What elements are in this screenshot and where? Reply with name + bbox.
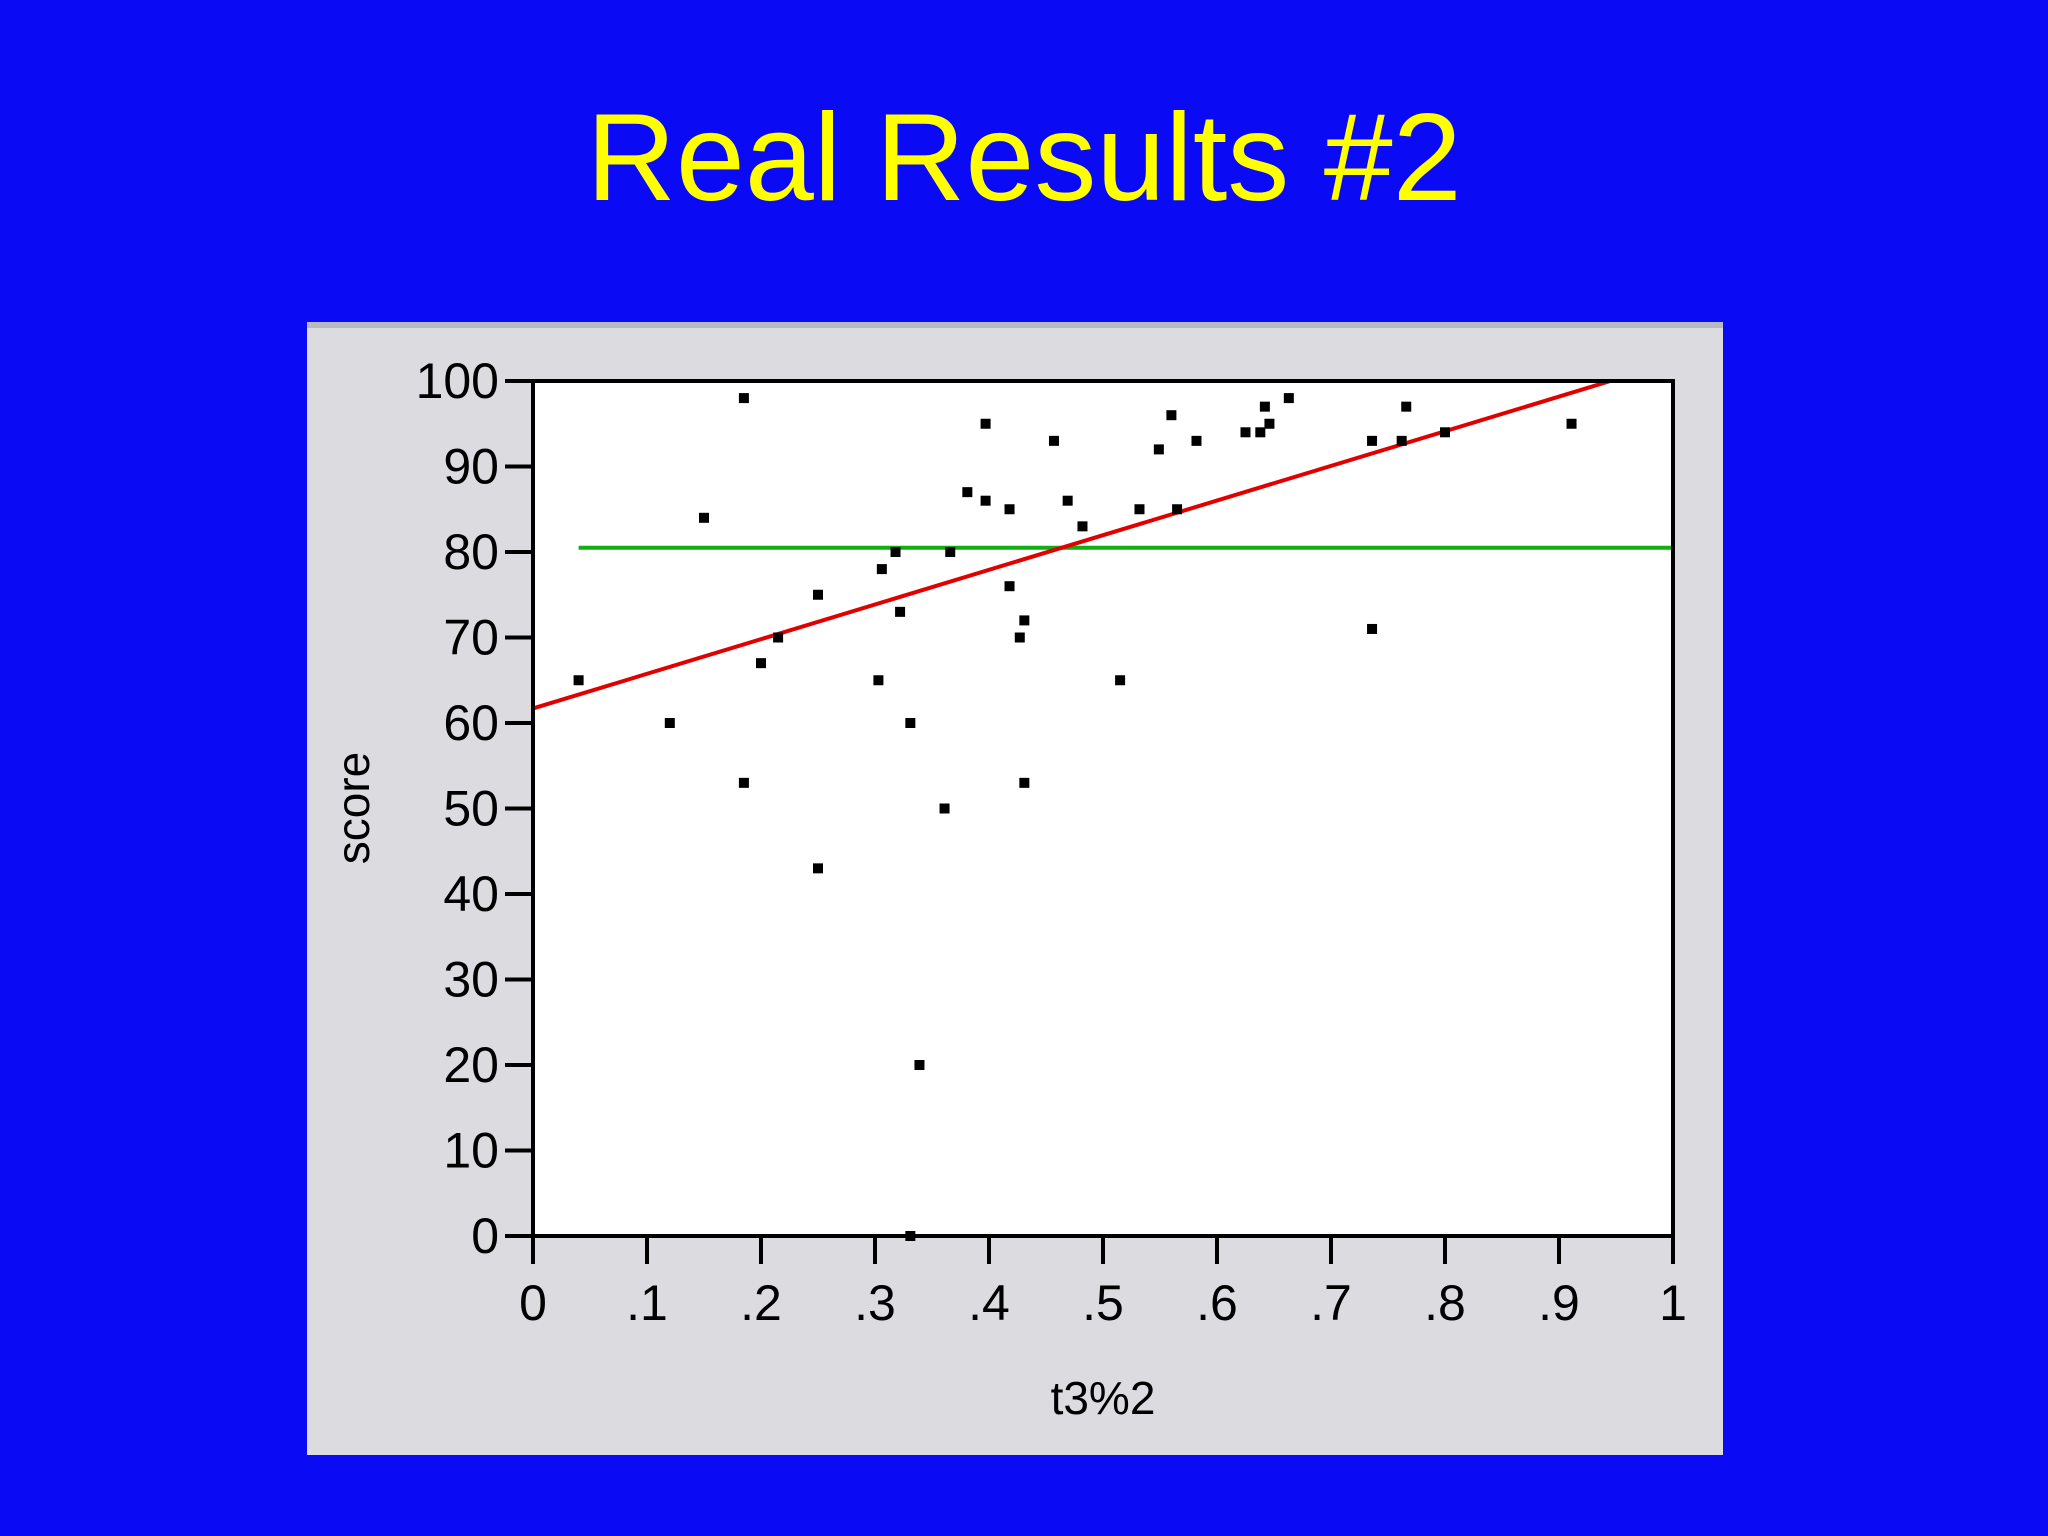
data-point: [1077, 521, 1088, 532]
data-point: [980, 495, 991, 506]
y-tick-label: 80: [443, 524, 499, 580]
data-point: [1172, 504, 1183, 515]
y-tick-label: 10: [443, 1123, 499, 1179]
data-point: [876, 564, 887, 575]
slide-title: Real Results #2: [586, 89, 1462, 227]
data-point: [1019, 777, 1030, 788]
data-point: [945, 547, 956, 557]
data-point: [1048, 435, 1059, 446]
y-tick-label: 50: [443, 781, 499, 837]
data-point: [1440, 427, 1450, 438]
data-point: [813, 589, 823, 600]
x-axis-label: t3%2: [1051, 1372, 1156, 1424]
data-point: [1115, 675, 1126, 686]
data-point: [738, 393, 749, 404]
x-tick-label: .1: [626, 1275, 668, 1331]
data-point: [738, 777, 749, 788]
data-point: [1062, 495, 1073, 506]
x-tick-label: .8: [1424, 1275, 1466, 1331]
data-point: [813, 863, 823, 874]
y-tick-label: 70: [443, 610, 499, 666]
plot-area: [533, 381, 1673, 1236]
data-point: [1134, 504, 1145, 515]
scatter-chart: 0 10 20 30 40 50 60 70 80 90 100 0 .1 .2 .3 .4 .5 .6 .7 .8…: [327, 353, 1687, 1424]
data-point: [1396, 435, 1407, 446]
y-tick-label: 40: [443, 866, 499, 922]
x-tick-label: .7: [1310, 1275, 1352, 1331]
x-tick-label: .3: [854, 1275, 896, 1331]
chart-panel: 0 10 20 30 40 50 60 70 80 90 100 0 .1 .2 .3 .4 .5 .6 .7 .8…: [307, 322, 1723, 1455]
data-point: [1240, 427, 1251, 438]
data-point: [1566, 418, 1577, 429]
data-point: [914, 1060, 925, 1070]
y-tick-label: 60: [443, 695, 499, 751]
data-point: [1019, 615, 1030, 626]
data-point: [664, 718, 675, 728]
data-point: [1166, 410, 1177, 421]
data-point: [1283, 393, 1294, 404]
x-tick-label: .5: [1082, 1275, 1124, 1331]
data-point: [1255, 427, 1266, 438]
data-point: [1014, 632, 1025, 643]
data-point: [890, 547, 901, 557]
data-point: [699, 512, 709, 523]
data-point: [573, 675, 584, 686]
data-point: [1367, 623, 1378, 634]
data-point: [873, 675, 884, 686]
data-point: [980, 418, 991, 429]
data-point: [1153, 444, 1164, 455]
y-tick-label: 20: [443, 1037, 499, 1093]
data-point: [1004, 581, 1015, 592]
data-point: [905, 718, 916, 728]
data-point: [756, 658, 766, 669]
regression-line: [532, 379, 1611, 711]
data-point: [1401, 401, 1412, 412]
y-tick-label: 30: [443, 952, 499, 1008]
data-point: [1367, 435, 1378, 446]
y-tick-label: 0: [471, 1208, 499, 1264]
data-point: [939, 803, 950, 814]
x-tick-label: 1: [1659, 1275, 1687, 1331]
x-tick-label: .9: [1538, 1275, 1580, 1331]
x-tick-label: .6: [1196, 1275, 1238, 1331]
data-point: [773, 632, 784, 643]
data-point: [1191, 435, 1202, 446]
data-point: [1004, 504, 1015, 515]
x-tick-label: .2: [740, 1275, 782, 1331]
y-tick-label: 100: [416, 353, 499, 409]
data-point: [962, 487, 973, 498]
data-point: [895, 606, 906, 617]
y-tick-label: 90: [443, 439, 499, 495]
data-point: [1259, 401, 1270, 412]
x-tick-label: .4: [968, 1275, 1010, 1331]
data-point: [1264, 418, 1275, 429]
x-tick-label: 0: [519, 1275, 547, 1331]
y-axis-label: score: [327, 752, 379, 864]
